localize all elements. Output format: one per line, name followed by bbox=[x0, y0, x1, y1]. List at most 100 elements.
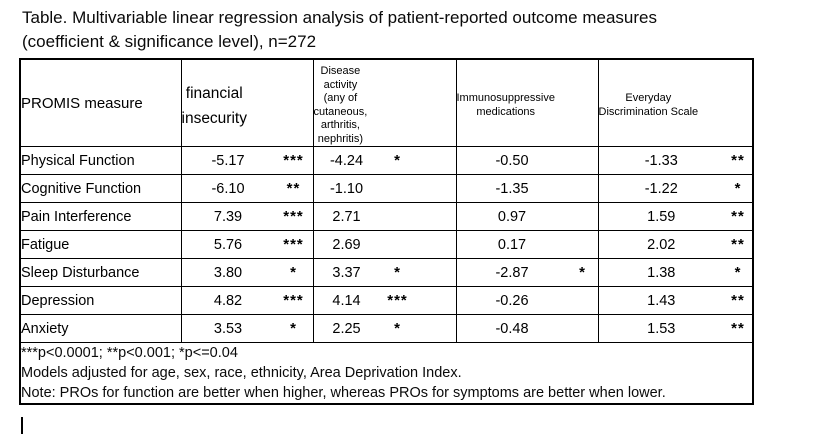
promis-measure-label: Sleep Disturbance bbox=[19, 258, 182, 287]
coefficient-value: 4.82 bbox=[213, 292, 243, 309]
significance-stars: ** bbox=[731, 208, 745, 225]
promis-measure-label: Cognitive Function bbox=[19, 174, 182, 203]
header-row: PROMIS measure financial insecurity Dise… bbox=[19, 58, 754, 147]
table-row: Anxiety 3.53 * 2.25 * -0.48 1.53 ** bbox=[19, 314, 754, 343]
coefficient-value: -0.50 bbox=[495, 152, 529, 169]
coefficient-value: -1.33 bbox=[644, 152, 678, 169]
coefficient-cell: -2.87 * bbox=[455, 258, 599, 287]
promis-measure-label: Depression bbox=[19, 286, 182, 315]
footnote-model-adjustment: Models adjusted for age, sex, race, ethn… bbox=[21, 365, 462, 381]
significance-stars: * bbox=[579, 264, 586, 281]
coefficient-value: 1.53 bbox=[647, 320, 676, 337]
significance-stars: *** bbox=[283, 292, 304, 309]
coefficient-value: 3.37 bbox=[332, 264, 361, 281]
coefficient-value: 1.43 bbox=[647, 292, 676, 309]
coefficient-cell: -1.33 ** bbox=[597, 146, 754, 175]
coefficient-value: 2.02 bbox=[647, 236, 676, 253]
coefficient-cell: 2.02 ** bbox=[597, 230, 754, 259]
coefficient-value: -2.87 bbox=[495, 264, 529, 281]
coefficient-cell: 3.53 * bbox=[180, 314, 314, 343]
coefficient-cell: -1.35 bbox=[455, 174, 599, 203]
coefficient-value: -5.17 bbox=[211, 152, 245, 169]
footnote-note: Note: PROs for function are better when … bbox=[21, 385, 666, 401]
coefficient-cell: 3.37 * bbox=[312, 258, 457, 287]
coefficient-cell: -0.48 bbox=[455, 314, 599, 343]
coefficient-cell: -1.10 bbox=[312, 174, 457, 203]
coefficient-value: 7.39 bbox=[213, 208, 243, 225]
coefficient-cell: -0.26 bbox=[455, 286, 599, 315]
coefficient-value: -1.10 bbox=[329, 180, 364, 197]
coefficient-value: 3.53 bbox=[213, 320, 243, 337]
coefficient-value: 1.38 bbox=[647, 264, 676, 281]
significance-stars: ** bbox=[731, 236, 745, 253]
coefficient-value: -0.48 bbox=[495, 320, 529, 337]
promis-measure-label: Physical Function bbox=[19, 146, 182, 175]
significance-stars: * bbox=[290, 320, 297, 337]
table-row: Pain Interference 7.39 *** 2.71 0.97 1.59 ** bbox=[19, 202, 754, 231]
coefficient-cell: 0.17 bbox=[455, 230, 599, 259]
coefficient-value: 1.59 bbox=[647, 208, 676, 225]
table-row: Cognitive Function -6.10 ** -1.10 -1.35 -1.22… bbox=[19, 174, 754, 203]
coefficient-cell: 2.69 bbox=[312, 230, 457, 259]
significance-stars: * bbox=[290, 264, 297, 281]
significance-stars: ** bbox=[731, 152, 745, 169]
promis-measure-label: Pain Interference bbox=[19, 202, 182, 231]
footnote-row: ***p<0.0001; **p<0.001; *p<=0.04 Models … bbox=[19, 342, 754, 405]
coefficient-value: -0.26 bbox=[495, 292, 529, 309]
header-immunosuppressive-medications: Immunosuppressive medications bbox=[455, 58, 599, 147]
table-footer: ***p<0.0001; **p<0.001; *p<=0.04 Models … bbox=[19, 342, 754, 405]
coefficient-value: -4.24 bbox=[329, 152, 364, 169]
coefficient-value: 2.25 bbox=[332, 320, 361, 337]
coefficient-value: 3.80 bbox=[213, 264, 243, 281]
significance-stars: * bbox=[394, 320, 401, 337]
significance-stars: * bbox=[734, 264, 742, 281]
coefficient-cell: 4.14 *** bbox=[312, 286, 457, 315]
table-row: Sleep Disturbance 3.80 * 3.37 * -2.87 * 1.38 * bbox=[19, 258, 754, 287]
table-row: Fatigue 5.76 *** 2.69 0.17 2.02 ** bbox=[19, 230, 754, 259]
coefficient-value: 4.14 bbox=[332, 292, 361, 309]
coefficient-cell: -0.50 bbox=[455, 146, 599, 175]
significance-stars: * bbox=[734, 180, 742, 197]
table-row: Depression 4.82 *** 4.14 *** -0.26 1.43 ** bbox=[19, 286, 754, 315]
significance-stars: *** bbox=[283, 152, 304, 169]
significance-stars: *** bbox=[387, 292, 408, 309]
significance-stars: ** bbox=[731, 320, 745, 337]
coefficient-value: -1.35 bbox=[495, 180, 529, 197]
header-financial-insecurity: financial insecurity bbox=[180, 58, 314, 147]
coefficient-value: 2.69 bbox=[332, 236, 361, 253]
table-title: Table. Multivariable linear regression a… bbox=[22, 8, 657, 51]
text-cursor bbox=[21, 417, 23, 434]
coefficient-cell: 4.82 *** bbox=[180, 286, 314, 315]
significance-stars: ** bbox=[286, 180, 301, 197]
coefficient-cell: 7.39 *** bbox=[180, 202, 314, 231]
footnote-significance-legend: ***p<0.0001; **p<0.001; *p<=0.04 bbox=[21, 345, 238, 361]
coefficient-value: -6.10 bbox=[211, 180, 245, 197]
coefficient-cell: 5.76 *** bbox=[180, 230, 314, 259]
significance-stars: ** bbox=[731, 292, 745, 309]
coefficient-cell: 2.25 * bbox=[312, 314, 457, 343]
header-disease-activity: Disease activity (any of cutaneous, arth… bbox=[312, 58, 457, 147]
coefficient-value: 5.76 bbox=[213, 236, 243, 253]
promis-measure-label: Anxiety bbox=[19, 314, 182, 343]
coefficient-cell: -1.22 * bbox=[597, 174, 754, 203]
footnote-cell: ***p<0.0001; **p<0.001; *p<=0.04 Models … bbox=[19, 342, 754, 405]
coefficient-cell: 1.43 ** bbox=[597, 286, 754, 315]
coefficient-cell: -4.24 * bbox=[312, 146, 457, 175]
coefficient-value: 0.17 bbox=[497, 236, 527, 253]
table-row: Physical Function -5.17 *** -4.24 * -0.50 -1.3… bbox=[19, 146, 754, 175]
header-everyday-discrimination-scale: Everyday Discrimination Scale bbox=[597, 58, 754, 147]
coefficient-cell: 1.59 ** bbox=[597, 202, 754, 231]
promis-measure-label: Fatigue bbox=[19, 230, 182, 259]
table-body: Physical Function -5.17 *** -4.24 * -0.50 -1.3… bbox=[19, 146, 754, 343]
coefficient-value: 0.97 bbox=[497, 208, 527, 225]
significance-stars: * bbox=[394, 264, 401, 281]
coefficient-cell: 2.71 bbox=[312, 202, 457, 231]
significance-stars: * bbox=[394, 152, 401, 169]
coefficient-cell: 3.80 * bbox=[180, 258, 314, 287]
coefficient-value: 2.71 bbox=[332, 208, 361, 225]
coefficient-cell: 1.38 * bbox=[597, 258, 754, 287]
coefficient-cell: -5.17 *** bbox=[180, 146, 314, 175]
header-promis-measure: PROMIS measure bbox=[19, 58, 182, 147]
significance-stars: *** bbox=[283, 236, 304, 253]
